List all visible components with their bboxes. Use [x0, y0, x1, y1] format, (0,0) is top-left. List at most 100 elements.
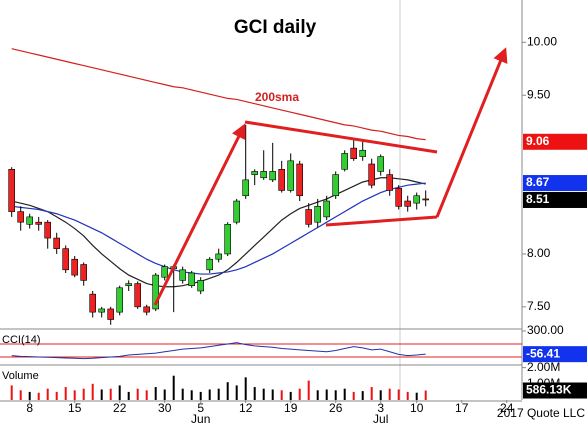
candle-body	[98, 308, 105, 313]
candle-body	[152, 274, 159, 310]
trend-arrow	[435, 47, 508, 218]
price-badge	[523, 346, 587, 363]
volume-bar	[154, 387, 157, 400]
x-tick-label: 22	[113, 401, 127, 415]
volume-bar	[46, 388, 49, 400]
candle-body	[107, 308, 114, 320]
moving-average	[11, 182, 426, 275]
volume-bar	[388, 388, 391, 400]
volume-bar	[109, 388, 112, 400]
panel-title: Volume	[2, 370, 39, 382]
x-tick-label: 8	[26, 401, 33, 415]
indicator-line	[11, 342, 426, 360]
candle-body	[287, 160, 295, 191]
x-tick-label: 17	[455, 401, 469, 415]
volume-bar	[217, 388, 220, 400]
candle-body	[413, 195, 421, 204]
volume-bar	[271, 389, 274, 400]
volume-bar	[379, 390, 382, 400]
chart-title: GCI daily	[234, 17, 317, 38]
candle-body	[251, 171, 258, 175]
price-badge	[523, 133, 587, 150]
volume-bar	[55, 391, 58, 400]
volume-bar	[208, 389, 211, 400]
moving-average	[11, 48, 426, 141]
volume-bar	[172, 375, 175, 400]
trend-line	[244, 120, 438, 154]
candle-body	[260, 171, 268, 179]
candle-body	[404, 200, 412, 207]
volume-bar	[424, 390, 427, 400]
month-label: Jun	[191, 412, 210, 423]
volume-bar	[370, 387, 373, 400]
candle-body	[206, 258, 213, 271]
y-tick-label: 7.50	[527, 299, 551, 313]
x-tick-label: 10	[410, 401, 424, 415]
volume-bar	[325, 389, 328, 400]
volume-bar	[100, 389, 103, 400]
candle-body	[386, 174, 394, 191]
volume-bar	[118, 385, 121, 400]
candle-body	[179, 269, 186, 281]
volume-bar	[181, 388, 184, 400]
candle-body	[26, 216, 34, 225]
candle-body	[188, 272, 195, 286]
month-label: Jul	[373, 412, 388, 423]
candle-body	[116, 287, 123, 313]
candle-body	[53, 237, 61, 249]
candle-body	[359, 149, 367, 157]
candle-body	[71, 258, 78, 276]
volume-bar	[397, 389, 400, 400]
volume-bar	[10, 385, 13, 400]
candle-body	[323, 200, 331, 218]
y-tick-label: 9.50	[527, 87, 551, 101]
volume-bar	[19, 390, 22, 400]
candle-body	[332, 174, 340, 197]
candle-body	[296, 163, 304, 197]
volume-bar	[298, 388, 301, 400]
volume-bar	[262, 388, 265, 400]
volume-bar	[289, 391, 292, 400]
panel-title: CCI(14)	[2, 334, 41, 346]
trend-line	[325, 215, 438, 227]
x-tick-label: 5	[197, 401, 204, 415]
x-tick-label: 24	[500, 401, 514, 415]
volume-bar	[406, 391, 409, 400]
candle-body	[305, 209, 313, 225]
y-tick-label: 10.00	[527, 34, 557, 48]
candle-body	[197, 280, 204, 292]
x-tick-label: 3	[377, 401, 384, 415]
candle-body	[224, 224, 231, 255]
volume-bar	[28, 391, 31, 400]
volume-bar	[64, 387, 67, 400]
y-tick-label: 2.00M	[527, 360, 560, 374]
volume-bar	[334, 390, 337, 400]
candle-body	[134, 283, 141, 308]
candle-body	[314, 206, 322, 223]
volume-bar	[253, 387, 256, 400]
price-badge-label: 9.06	[526, 134, 550, 148]
volume-bar	[361, 391, 364, 400]
volume-bar	[307, 380, 310, 400]
volume-bar	[37, 392, 40, 400]
price-badge	[523, 382, 587, 399]
price-badge	[523, 191, 587, 208]
candle-body	[377, 156, 385, 172]
volume-bar	[91, 383, 94, 400]
price-badge-label: 586.13K	[526, 383, 572, 397]
volume-bar	[163, 389, 166, 400]
candle-body	[161, 266, 168, 278]
price-badge-label: 8.51	[526, 192, 550, 206]
volume-bar	[343, 388, 346, 400]
candle-body	[269, 171, 277, 181]
volume-bar	[127, 391, 130, 400]
y-tick-label: 8.00	[527, 246, 551, 260]
price-badge-label: 8.67	[526, 175, 550, 189]
x-tick-label: 30	[158, 401, 172, 415]
volume-bar	[280, 390, 283, 400]
candle-body	[143, 306, 150, 313]
candle-body	[35, 221, 43, 225]
candle-body	[215, 253, 222, 260]
volume-bar	[415, 392, 418, 400]
